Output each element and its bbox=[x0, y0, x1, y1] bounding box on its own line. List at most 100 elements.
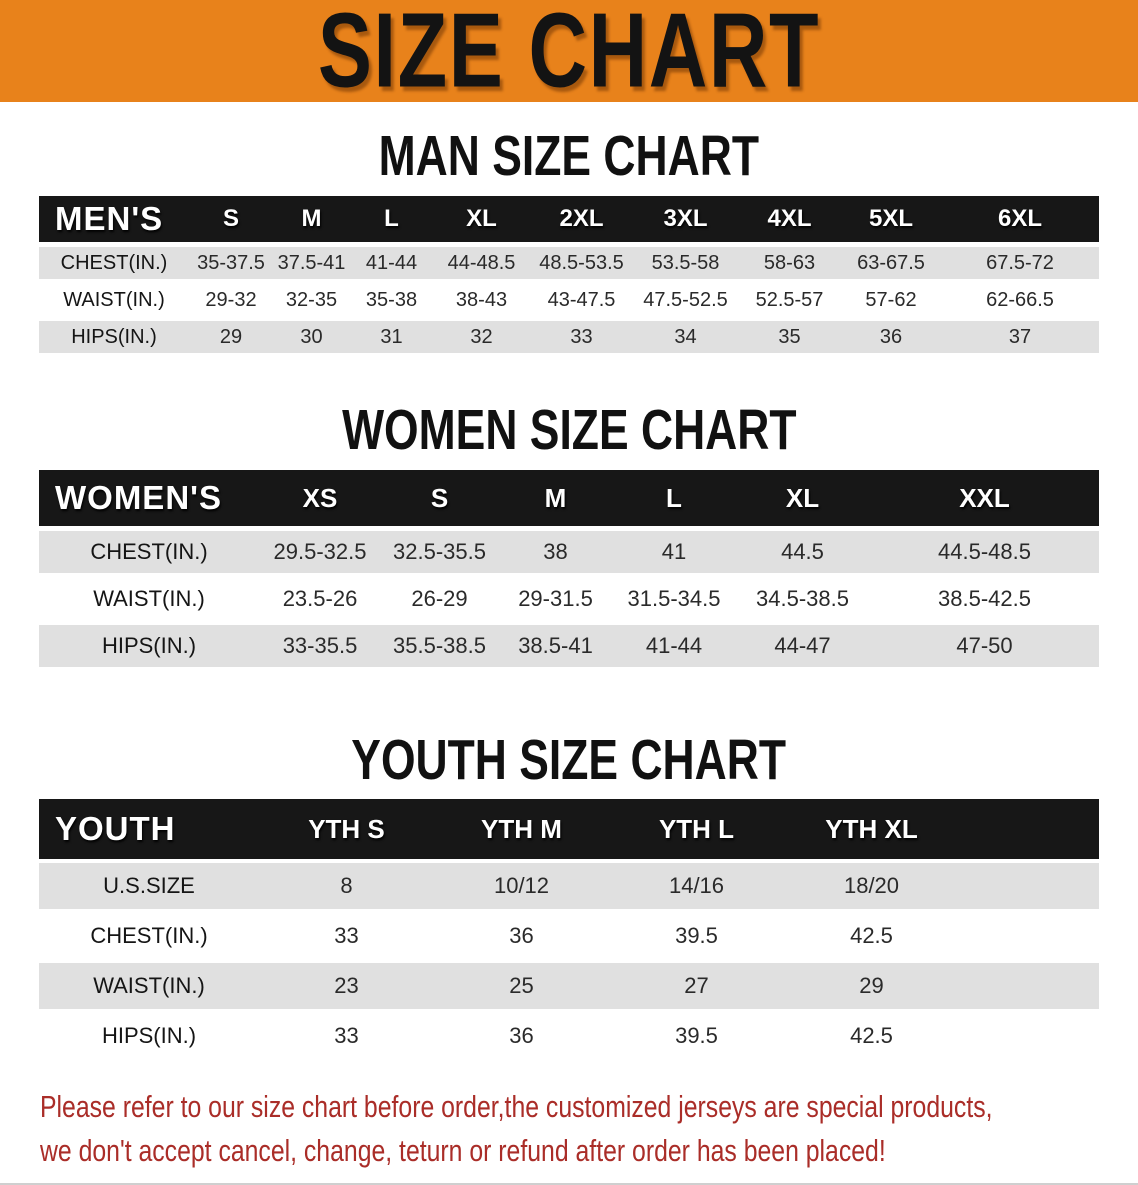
size-value-cell: 53.5-58 bbox=[633, 247, 738, 279]
size-value-cell: 23 bbox=[259, 963, 434, 1009]
table-row: CHEST(IN.) 29.5-32.5 32.5-35.5 38 41 44.5 44.5… bbox=[39, 531, 1099, 573]
size-value-cell: 32.5-35.5 bbox=[381, 531, 498, 573]
size-value-cell: 67.5-72 bbox=[941, 247, 1099, 279]
notice-line-1: Please refer to our size chart before or… bbox=[40, 1089, 993, 1124]
size-value-cell: 36 bbox=[434, 913, 609, 959]
table-row: WAIST(IN.) 29-32 32-35 35-38 38-43 43-47.5 47.… bbox=[39, 284, 1099, 316]
size-column-header: L bbox=[613, 470, 735, 526]
table-header-label: YOUTH bbox=[39, 799, 259, 859]
size-column-header: S bbox=[381, 470, 498, 526]
footer-notice: Please refer to our size chart before or… bbox=[40, 1085, 1138, 1173]
table-header-row: YOUTH YTH S YTH M YTH L YTH XL bbox=[39, 799, 1099, 859]
size-value-cell: 57-62 bbox=[841, 284, 941, 316]
size-value-cell: 44-47 bbox=[735, 625, 870, 667]
table-row: HIPS(IN.) 29 30 31 32 33 34 35 36 37 bbox=[39, 321, 1099, 353]
size-value-cell: 34 bbox=[633, 321, 738, 353]
size-value-cell: 62-66.5 bbox=[941, 284, 1099, 316]
size-table-2: YOUTH YTH S YTH M YTH L YTH XL U.S.SIZE 8 10/12… bbox=[39, 795, 1099, 1063]
size-value-cell: 29.5-32.5 bbox=[259, 531, 381, 573]
size-column-header: L bbox=[350, 196, 433, 242]
size-value-cell: 32 bbox=[433, 321, 530, 353]
size-value-cell: 33-35.5 bbox=[259, 625, 381, 667]
size-value-cell: 37 bbox=[941, 321, 1099, 353]
size-column-header: M bbox=[273, 196, 350, 242]
table-row: U.S.SIZE 8 10/12 14/16 18/20 bbox=[39, 863, 1099, 909]
table-header-row: MEN'S S M L XL 2XL 3XL 4XL 5XL 6XL bbox=[39, 196, 1099, 242]
row-label: CHEST(IN.) bbox=[39, 531, 259, 573]
size-table-0: MEN'S S M L XL 2XL 3XL 4XL 5XL 6XL CHEST(IN.) 35-37… bbox=[39, 191, 1099, 358]
size-column-header: 2XL bbox=[530, 196, 633, 242]
size-column-header: 4XL bbox=[738, 196, 841, 242]
size-value-cell: 47-50 bbox=[870, 625, 1099, 667]
row-filler-cell bbox=[959, 1013, 1099, 1059]
size-value-cell: 29 bbox=[189, 321, 273, 353]
size-value-cell: 38 bbox=[498, 531, 613, 573]
size-value-cell: 29-31.5 bbox=[498, 578, 613, 620]
table-row: CHEST(IN.) 33 36 39.5 42.5 bbox=[39, 913, 1099, 959]
size-column-header: XS bbox=[259, 470, 381, 526]
row-label: WAIST(IN.) bbox=[39, 963, 259, 1009]
size-value-cell: 47.5-52.5 bbox=[633, 284, 738, 316]
size-column-header: 6XL bbox=[941, 196, 1099, 242]
size-value-cell: 36 bbox=[434, 1013, 609, 1059]
size-column-header: 5XL bbox=[841, 196, 941, 242]
size-value-cell: 23.5-26 bbox=[259, 578, 381, 620]
table-row: HIPS(IN.) 33-35.5 35.5-38.5 38.5-41 41-44 44-… bbox=[39, 625, 1099, 667]
size-column-header: XL bbox=[735, 470, 870, 526]
size-value-cell: 37.5-41 bbox=[273, 247, 350, 279]
size-value-cell: 38.5-41 bbox=[498, 625, 613, 667]
row-label: WAIST(IN.) bbox=[39, 284, 189, 316]
size-column-header: YTH M bbox=[434, 799, 609, 859]
size-column-header: 3XL bbox=[633, 196, 738, 242]
size-value-cell: 33 bbox=[259, 913, 434, 959]
size-value-cell: 44.5 bbox=[735, 531, 870, 573]
size-table-1: WOMEN'S XS S M L XL XXL CHEST(IN.) 29.5-32.5 32.5… bbox=[39, 465, 1099, 672]
size-value-cell: 39.5 bbox=[609, 1013, 784, 1059]
row-label: U.S.SIZE bbox=[39, 863, 259, 909]
size-value-cell: 38-43 bbox=[433, 284, 530, 316]
size-value-cell: 29-32 bbox=[189, 284, 273, 316]
size-column-header: M bbox=[498, 470, 613, 526]
section-heading-text: WOMEN SIZE CHART bbox=[341, 398, 797, 462]
size-value-cell: 35.5-38.5 bbox=[381, 625, 498, 667]
size-value-cell: 31.5-34.5 bbox=[613, 578, 735, 620]
size-value-cell: 25 bbox=[434, 963, 609, 1009]
table-row: CHEST(IN.) 35-37.5 37.5-41 41-44 44-48.5 48.5… bbox=[39, 247, 1099, 279]
size-value-cell: 44-48.5 bbox=[433, 247, 530, 279]
table-row: HIPS(IN.) 33 36 39.5 42.5 bbox=[39, 1013, 1099, 1059]
size-value-cell: 58-63 bbox=[738, 247, 841, 279]
table-row: WAIST(IN.) 23.5-26 26-29 29-31.5 31.5-34.5 34… bbox=[39, 578, 1099, 620]
size-column-header: YTH S bbox=[259, 799, 434, 859]
size-value-cell: 36 bbox=[841, 321, 941, 353]
size-value-cell: 32-35 bbox=[273, 284, 350, 316]
size-value-cell: 27 bbox=[609, 963, 784, 1009]
size-column-header: XL bbox=[433, 196, 530, 242]
row-label: CHEST(IN.) bbox=[39, 247, 189, 279]
size-column-header: YTH L bbox=[609, 799, 784, 859]
size-value-cell: 52.5-57 bbox=[738, 284, 841, 316]
section-heading-1: WOMEN SIZE CHART bbox=[0, 402, 1138, 459]
row-label: HIPS(IN.) bbox=[39, 1013, 259, 1059]
size-value-cell: 31 bbox=[350, 321, 433, 353]
size-value-cell: 14/16 bbox=[609, 863, 784, 909]
size-value-cell: 8 bbox=[259, 863, 434, 909]
notice-line-2: we don't accept cancel, change, teturn o… bbox=[40, 1133, 886, 1168]
row-label: WAIST(IN.) bbox=[39, 578, 259, 620]
size-column-header: YTH XL bbox=[784, 799, 959, 859]
section-heading-text: YOUTH SIZE CHART bbox=[351, 728, 787, 792]
size-value-cell: 41-44 bbox=[613, 625, 735, 667]
row-label: HIPS(IN.) bbox=[39, 321, 189, 353]
section-heading-text: MAN SIZE CHART bbox=[378, 124, 760, 188]
size-value-cell: 10/12 bbox=[434, 863, 609, 909]
size-value-cell: 26-29 bbox=[381, 578, 498, 620]
size-value-cell: 63-67.5 bbox=[841, 247, 941, 279]
header-filler-cell bbox=[959, 799, 1099, 859]
table-header-label: MEN'S bbox=[39, 196, 189, 242]
banner-title: SIZE CHART bbox=[317, 0, 821, 111]
row-filler-cell bbox=[959, 963, 1099, 1009]
section-heading-0: MAN SIZE CHART bbox=[0, 128, 1138, 185]
size-value-cell: 42.5 bbox=[784, 1013, 959, 1059]
size-value-cell: 41 bbox=[613, 531, 735, 573]
size-value-cell: 18/20 bbox=[784, 863, 959, 909]
